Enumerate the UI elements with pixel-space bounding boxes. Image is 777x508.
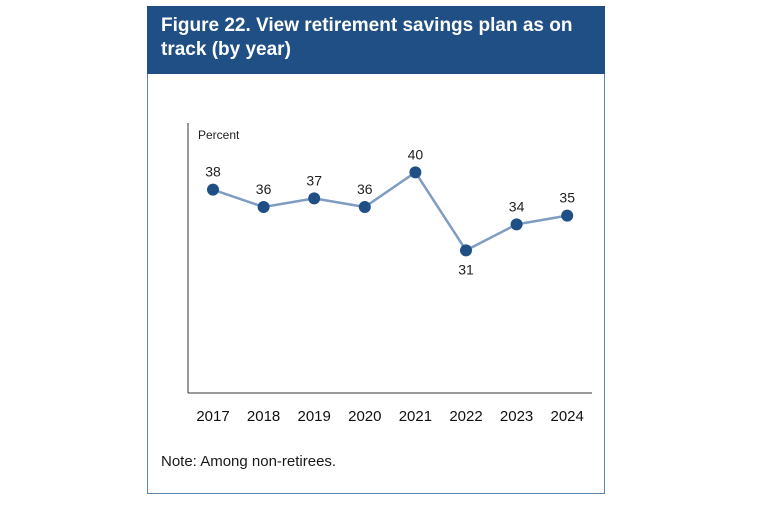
data-point [308, 192, 321, 205]
chart-series [207, 166, 574, 257]
chart-axes [187, 123, 592, 394]
x-tick-label: 2024 [551, 408, 584, 425]
x-tick-label: 2020 [348, 408, 381, 425]
data-point [510, 218, 523, 231]
line-chart: Percent 38 2017 36 2018 37 2019 36 2020 40 2021 31 2… [187, 123, 592, 425]
data-point [561, 209, 574, 222]
data-label: 31 [458, 261, 474, 277]
x-tick-label: 2019 [298, 408, 331, 425]
data-point [358, 201, 371, 213]
data-label: 38 [205, 164, 221, 180]
x-tick-label: 2021 [399, 408, 432, 425]
x-tick-label: 2023 [500, 408, 533, 425]
data-label: 40 [408, 146, 424, 162]
data-label: 36 [357, 181, 373, 197]
data-label: 37 [306, 172, 322, 188]
y-axis-label: Percent [198, 128, 240, 142]
data-label: 36 [256, 181, 272, 197]
figure-note: Note: Among non-retirees. [161, 453, 337, 470]
series-line [212, 171, 568, 252]
figure-header: Figure 22. View retirement savings plan … [147, 6, 605, 74]
data-label: 34 [509, 198, 525, 214]
figure-title: Figure 22. View retirement savings plan … [161, 15, 573, 60]
figure-container: Figure 22. View retirement savings plan … [147, 6, 605, 494]
data-point [257, 201, 270, 213]
data-label: 35 [559, 190, 575, 206]
x-tick-label: 2018 [247, 408, 280, 425]
data-point [207, 183, 219, 196]
chart-labels: Percent 38 2017 36 2018 37 2019 36 2020 40 2021 31 2… [196, 128, 584, 425]
data-point [460, 244, 472, 257]
x-tick-label: 2022 [449, 408, 482, 425]
x-tick-label: 2017 [196, 408, 229, 425]
data-point [409, 166, 422, 179]
